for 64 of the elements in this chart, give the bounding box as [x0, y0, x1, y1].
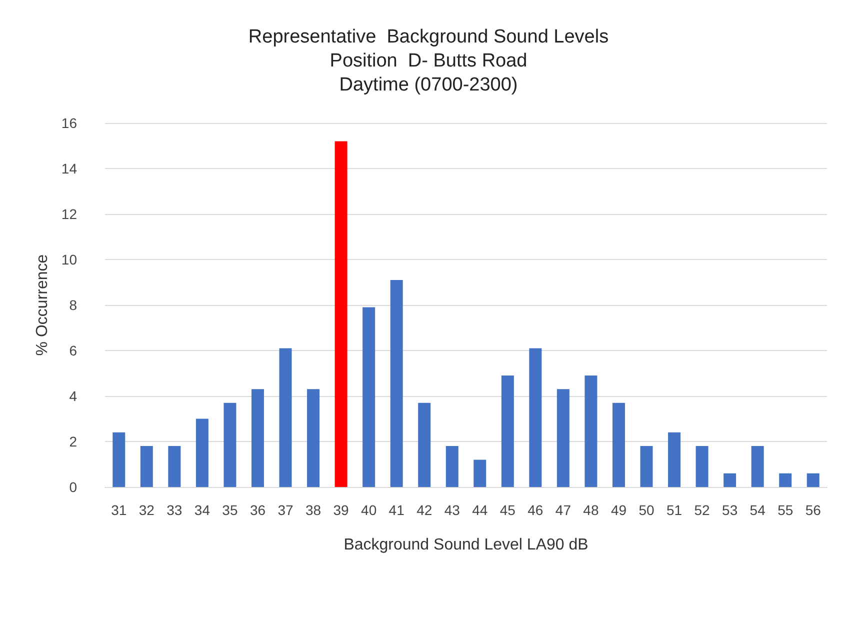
bar [556, 389, 570, 487]
x-tick-label: 36 [250, 502, 266, 518]
y-tick-label: 2 [69, 434, 78, 450]
chart-title: Representative Background Sound Levels Position D- Butts Road Daytime (0700-2300) [248, 26, 609, 96]
bar [251, 389, 264, 487]
bar [140, 446, 153, 487]
x-tick-label: 35 [222, 502, 238, 518]
x-tick-label: 38 [305, 502, 322, 518]
x-tick-label: 53 [722, 502, 738, 518]
bar [696, 446, 708, 487]
x-tick-label: 50 [638, 502, 654, 518]
bar [112, 432, 126, 487]
bar [584, 376, 598, 487]
bar [279, 348, 292, 487]
bar [307, 389, 320, 487]
bar [612, 402, 625, 487]
bar [168, 446, 181, 487]
y-tick-label: 8 [69, 297, 78, 313]
bar [640, 446, 653, 487]
bar [334, 141, 348, 487]
bar [724, 473, 736, 487]
x-tick-label: 39 [333, 502, 350, 518]
x-tick-label: 54 [750, 502, 766, 518]
y-tick-label: 0 [69, 479, 78, 495]
bar [446, 446, 458, 487]
y-tick-label: 12 [61, 206, 78, 222]
x-tick-label: 49 [610, 502, 627, 518]
bar [779, 473, 792, 487]
x-tick-label: 48 [583, 502, 599, 518]
x-tick-label: 40 [361, 502, 377, 518]
x-tick-label: 34 [194, 502, 210, 518]
x-tick-label: 37 [278, 502, 294, 518]
x-tick-label: 46 [528, 502, 544, 518]
bar [668, 432, 681, 487]
y-axis-title: % Occurrence [34, 254, 52, 356]
bar [390, 280, 403, 487]
bar [196, 418, 208, 487]
x-tick-label: 42 [416, 502, 432, 518]
x-tick-label: 43 [444, 502, 460, 518]
bar [418, 402, 431, 487]
y-tick-label: 4 [69, 388, 78, 404]
y-tick-label: 6 [69, 342, 78, 358]
y-tick-label: 16 [61, 115, 78, 131]
x-tick-label: 31 [111, 502, 127, 518]
bar [751, 446, 764, 487]
x-tick-label: 41 [388, 502, 405, 518]
x-tick-label: 32 [138, 502, 155, 518]
x-tick-label: 51 [666, 502, 682, 518]
x-tick-label: 55 [778, 502, 794, 518]
x-axis-title: Background Sound Level LA90 dB [344, 536, 588, 554]
bar [806, 473, 820, 487]
x-tick-label: 44 [472, 502, 488, 518]
bar [529, 348, 542, 487]
bar [501, 376, 514, 487]
x-tick-label: 45 [500, 502, 516, 518]
x-tick-label: 52 [694, 502, 710, 518]
bar [474, 460, 486, 487]
x-tick-label: 47 [555, 502, 572, 518]
bar [362, 307, 376, 487]
x-tick-label: 56 [805, 502, 822, 518]
y-tick-label: 14 [61, 160, 78, 176]
bar [224, 402, 236, 487]
y-tick-label: 10 [61, 252, 78, 268]
x-tick-label: 33 [166, 502, 182, 518]
